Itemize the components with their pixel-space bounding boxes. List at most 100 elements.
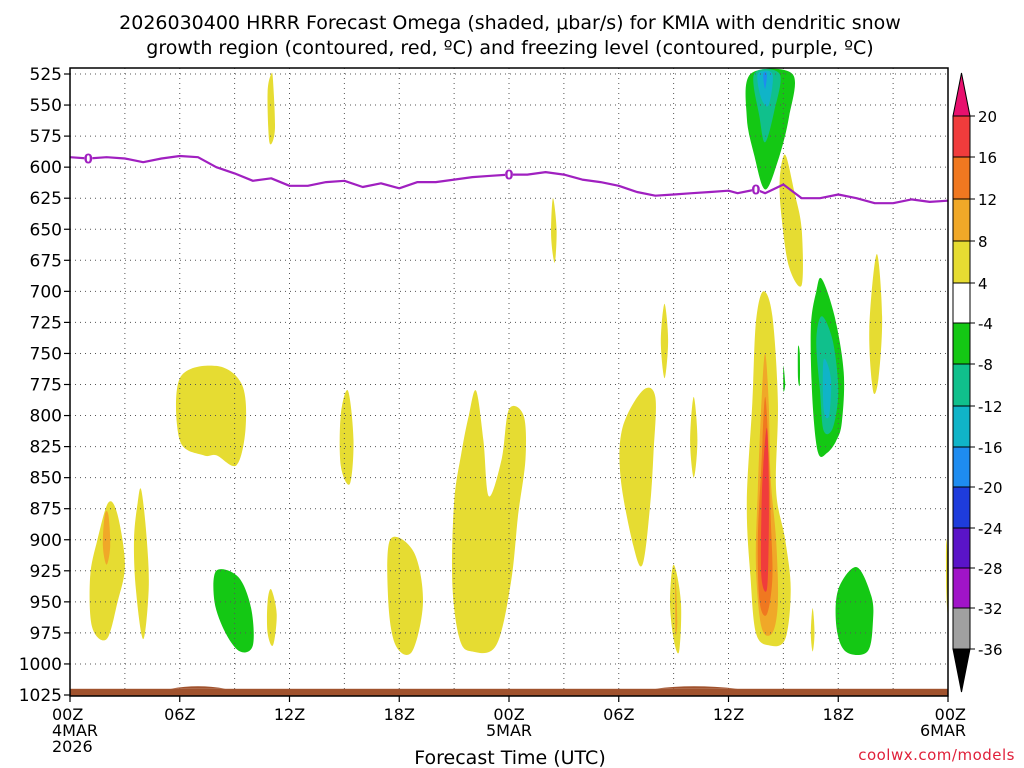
y-tick-label-4: 625	[30, 189, 62, 209]
chart-title-line-1: 2026030400 HRRR Forecast Omega (shaded, …	[119, 12, 901, 34]
colorbar-label-0: 20	[978, 108, 997, 126]
colorbar-swatch-11	[952, 527, 971, 569]
omega-region-13	[690, 396, 698, 478]
x-tick-sublabel-4-0: 5MAR	[486, 721, 532, 740]
freezing-level-label-0: 0	[84, 152, 93, 167]
y-tick-label-20: 1025	[19, 686, 62, 706]
surface-bump-1	[170, 686, 226, 689]
freezing-label-bg-2	[751, 183, 760, 196]
colorbar-label-6: -8	[978, 356, 993, 374]
colorbar-swatch-12	[952, 567, 971, 609]
freezing-level-line	[70, 154, 948, 205]
freezing-level-label-2: 0	[751, 184, 760, 199]
omega-region-22	[763, 72, 767, 89]
omega-region-0	[267, 72, 276, 145]
y-tick-label-16: 925	[30, 562, 62, 582]
colorbar-swatch-6	[952, 322, 971, 365]
freezing-level-label-1: 0	[504, 169, 513, 184]
y-tick-label-8: 725	[30, 313, 62, 333]
y-tick-label-1: 550	[30, 96, 62, 116]
y-tick-label-19: 1000	[19, 655, 62, 675]
colorbar-label-13: -36	[978, 641, 1003, 659]
omega-region-12	[660, 303, 669, 379]
colorbar-label-7: -12	[978, 398, 1003, 416]
x-tick-label-7: 18Z	[823, 705, 854, 724]
y-tick-label-0: 525	[30, 65, 62, 85]
omega-region-26	[760, 427, 769, 592]
y-tick-label-18: 975	[30, 624, 62, 644]
omega-region-2	[102, 511, 111, 565]
omega-region-10	[551, 198, 557, 263]
x-tick-label-3: 18Z	[384, 705, 415, 724]
freezing-label-bg-1	[505, 168, 513, 181]
x-tick-sublabel-0-0: 4MAR	[52, 721, 98, 740]
colorbar-swatch-4	[952, 240, 971, 284]
colorbar-label-12: -32	[978, 600, 1003, 618]
x-tick-sublabel-8-0: 6MAR	[920, 721, 966, 740]
colorbar-label-4: 4	[978, 275, 988, 293]
omega-region-6	[266, 589, 277, 646]
x-tick-label-1: 06Z	[164, 705, 195, 724]
omega-region-1	[89, 501, 125, 641]
omega-region-5	[213, 569, 254, 653]
y-tick-label-17: 950	[30, 593, 62, 613]
y-tick-label-7: 700	[30, 282, 62, 302]
omega-region-16	[779, 154, 803, 287]
colorbar-label-8: -16	[978, 439, 1003, 457]
y-tick-label-3: 600	[30, 158, 62, 178]
surface-band	[70, 688, 948, 696]
chart-title-line-2: growth region (contoured, red, ºC) and f…	[146, 37, 873, 59]
credit-link[interactable]: coolwx.com/models	[858, 746, 1015, 764]
omega-region-30	[797, 345, 801, 387]
colorbar-swatch-9	[952, 446, 971, 488]
colorbar-swatch-13	[952, 607, 971, 650]
colorbar-swatch-10	[952, 486, 971, 529]
colorbar-label-1: 16	[978, 149, 997, 167]
axes: 525 550 575 600 625 650 675 700 725 750 775 800 825 8…	[19, 65, 966, 756]
colorbar-label-11: -28	[978, 560, 1003, 578]
x-tick-label-8: 00Z	[935, 705, 966, 724]
omega-region-11	[619, 387, 656, 567]
omega-region-4	[175, 365, 247, 467]
colorbar-swatch-7	[952, 363, 971, 407]
omega-region-17	[869, 254, 883, 395]
x-tick-label-0: 00Z	[52, 705, 83, 724]
x-tick-label-2: 12Z	[274, 705, 305, 724]
colorbar-label-3: 8	[978, 233, 988, 251]
freezing-label-bg-0	[84, 152, 93, 165]
colorbar: 20 16 12 8 4 -4 -8 -12 -16 -20 -24 -28 -32 -36	[952, 72, 1003, 693]
colorbar-swatch-3	[952, 198, 971, 242]
y-tick-label-6: 675	[30, 251, 62, 271]
surface-bump-2	[655, 686, 738, 689]
y-tick-label-9: 750	[30, 344, 62, 364]
y-tick-label-11: 800	[30, 407, 62, 427]
colorbar-swatch-8	[952, 405, 971, 448]
y-tick-label-14: 875	[30, 500, 62, 520]
omega-region-8	[387, 536, 424, 655]
colorbar-label-9: -20	[978, 479, 1003, 497]
omega-region-29	[822, 358, 832, 419]
y-tick-label-2: 575	[30, 127, 62, 147]
y-tick-label-5: 650	[30, 220, 62, 240]
colorbar-swatch-5	[952, 282, 971, 324]
y-tick-label-13: 850	[30, 469, 62, 489]
plot-area: 0 0 0	[70, 68, 948, 696]
y-tick-label-12: 825	[30, 438, 62, 458]
plot-content: 0 0 0	[70, 68, 948, 696]
colorbar-label-10: -24	[978, 520, 1003, 538]
x-tick-label-6: 12Z	[713, 705, 744, 724]
y-tick-label-10: 775	[30, 376, 62, 396]
colorbar-top-triangle	[952, 72, 971, 117]
colorbar-bottom-triangle	[952, 648, 971, 693]
omega-region-15	[675, 576, 678, 636]
omega-region-33	[810, 608, 815, 652]
omega-region-31	[783, 365, 786, 392]
colorbar-label-5: -4	[978, 315, 993, 333]
x-tick-label-5: 06Z	[603, 705, 634, 724]
colorbar-swatch-1	[952, 115, 971, 158]
omega-region-7	[339, 390, 354, 485]
y-tick-label-15: 900	[30, 531, 62, 551]
x-tick-label-4: 00Z	[493, 705, 524, 724]
x-tick-sublabel-0-1: 2026	[52, 737, 93, 756]
